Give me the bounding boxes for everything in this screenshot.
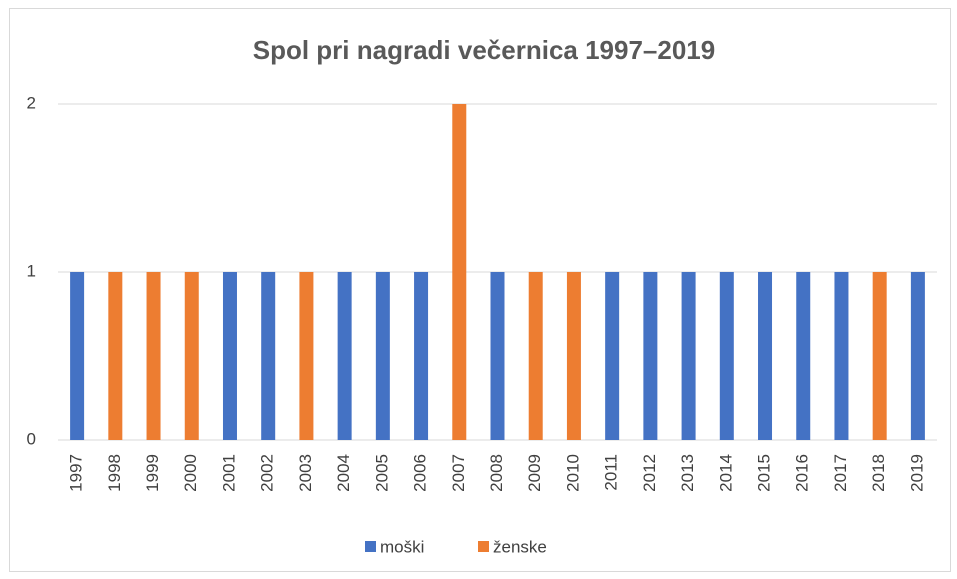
x-tick-label: 2004 xyxy=(334,454,353,492)
bar xyxy=(605,272,620,440)
legend-swatch xyxy=(478,541,489,552)
bar xyxy=(528,272,543,440)
x-tick-label: 2009 xyxy=(525,454,544,492)
x-tick-label: 2017 xyxy=(831,454,850,492)
y-tick-label: 0 xyxy=(27,429,36,448)
bar xyxy=(146,272,161,440)
x-tick-label: 1997 xyxy=(67,454,86,492)
bar xyxy=(834,272,849,440)
y-tick-label: 2 xyxy=(27,93,36,112)
x-tick-label: 2008 xyxy=(487,454,506,492)
bar xyxy=(414,272,429,440)
bar xyxy=(375,272,390,440)
bar xyxy=(566,272,581,440)
y-tick-label: 1 xyxy=(27,261,36,280)
bar xyxy=(681,272,696,440)
bar xyxy=(872,272,887,440)
bar xyxy=(70,272,85,440)
x-tick-label: 2010 xyxy=(563,454,582,492)
bar xyxy=(337,272,352,440)
bar xyxy=(184,272,199,440)
x-tick-label: 2002 xyxy=(258,454,277,492)
x-tick-label: 2016 xyxy=(793,454,812,492)
bar xyxy=(910,272,925,440)
chart-border xyxy=(9,8,951,572)
x-tick-label: 2005 xyxy=(372,454,391,492)
x-tick-label: 2018 xyxy=(869,454,888,492)
x-tick-label: 2011 xyxy=(602,454,621,491)
x-tick-label: 2012 xyxy=(640,454,659,492)
x-tick-label: 1999 xyxy=(143,454,162,492)
bar xyxy=(758,272,773,440)
bar xyxy=(490,272,505,440)
x-tick-label: 2006 xyxy=(411,454,430,492)
bar xyxy=(796,272,811,440)
x-tick-label: 2014 xyxy=(716,454,735,492)
bar xyxy=(299,272,314,440)
x-tick-label: 2015 xyxy=(755,454,774,492)
x-tick-label: 2001 xyxy=(219,454,238,492)
bar xyxy=(643,272,658,440)
bar xyxy=(108,272,123,440)
legend-label: moški xyxy=(380,537,424,556)
x-tick-label: 2003 xyxy=(296,454,315,492)
bar xyxy=(452,104,467,440)
x-tick-label: 2019 xyxy=(907,454,926,492)
x-tick-label: 1998 xyxy=(105,454,124,492)
legend-swatch xyxy=(365,541,376,552)
bar xyxy=(261,272,276,440)
chart-title: Spol pri nagradi večernica 1997–2019 xyxy=(253,35,715,65)
legend-label: ženske xyxy=(493,537,547,556)
bar xyxy=(222,272,237,440)
x-tick-label: 2007 xyxy=(449,454,468,492)
x-tick-label: 2013 xyxy=(678,454,697,492)
bar xyxy=(719,272,734,440)
x-tick-label: 2000 xyxy=(181,454,200,492)
